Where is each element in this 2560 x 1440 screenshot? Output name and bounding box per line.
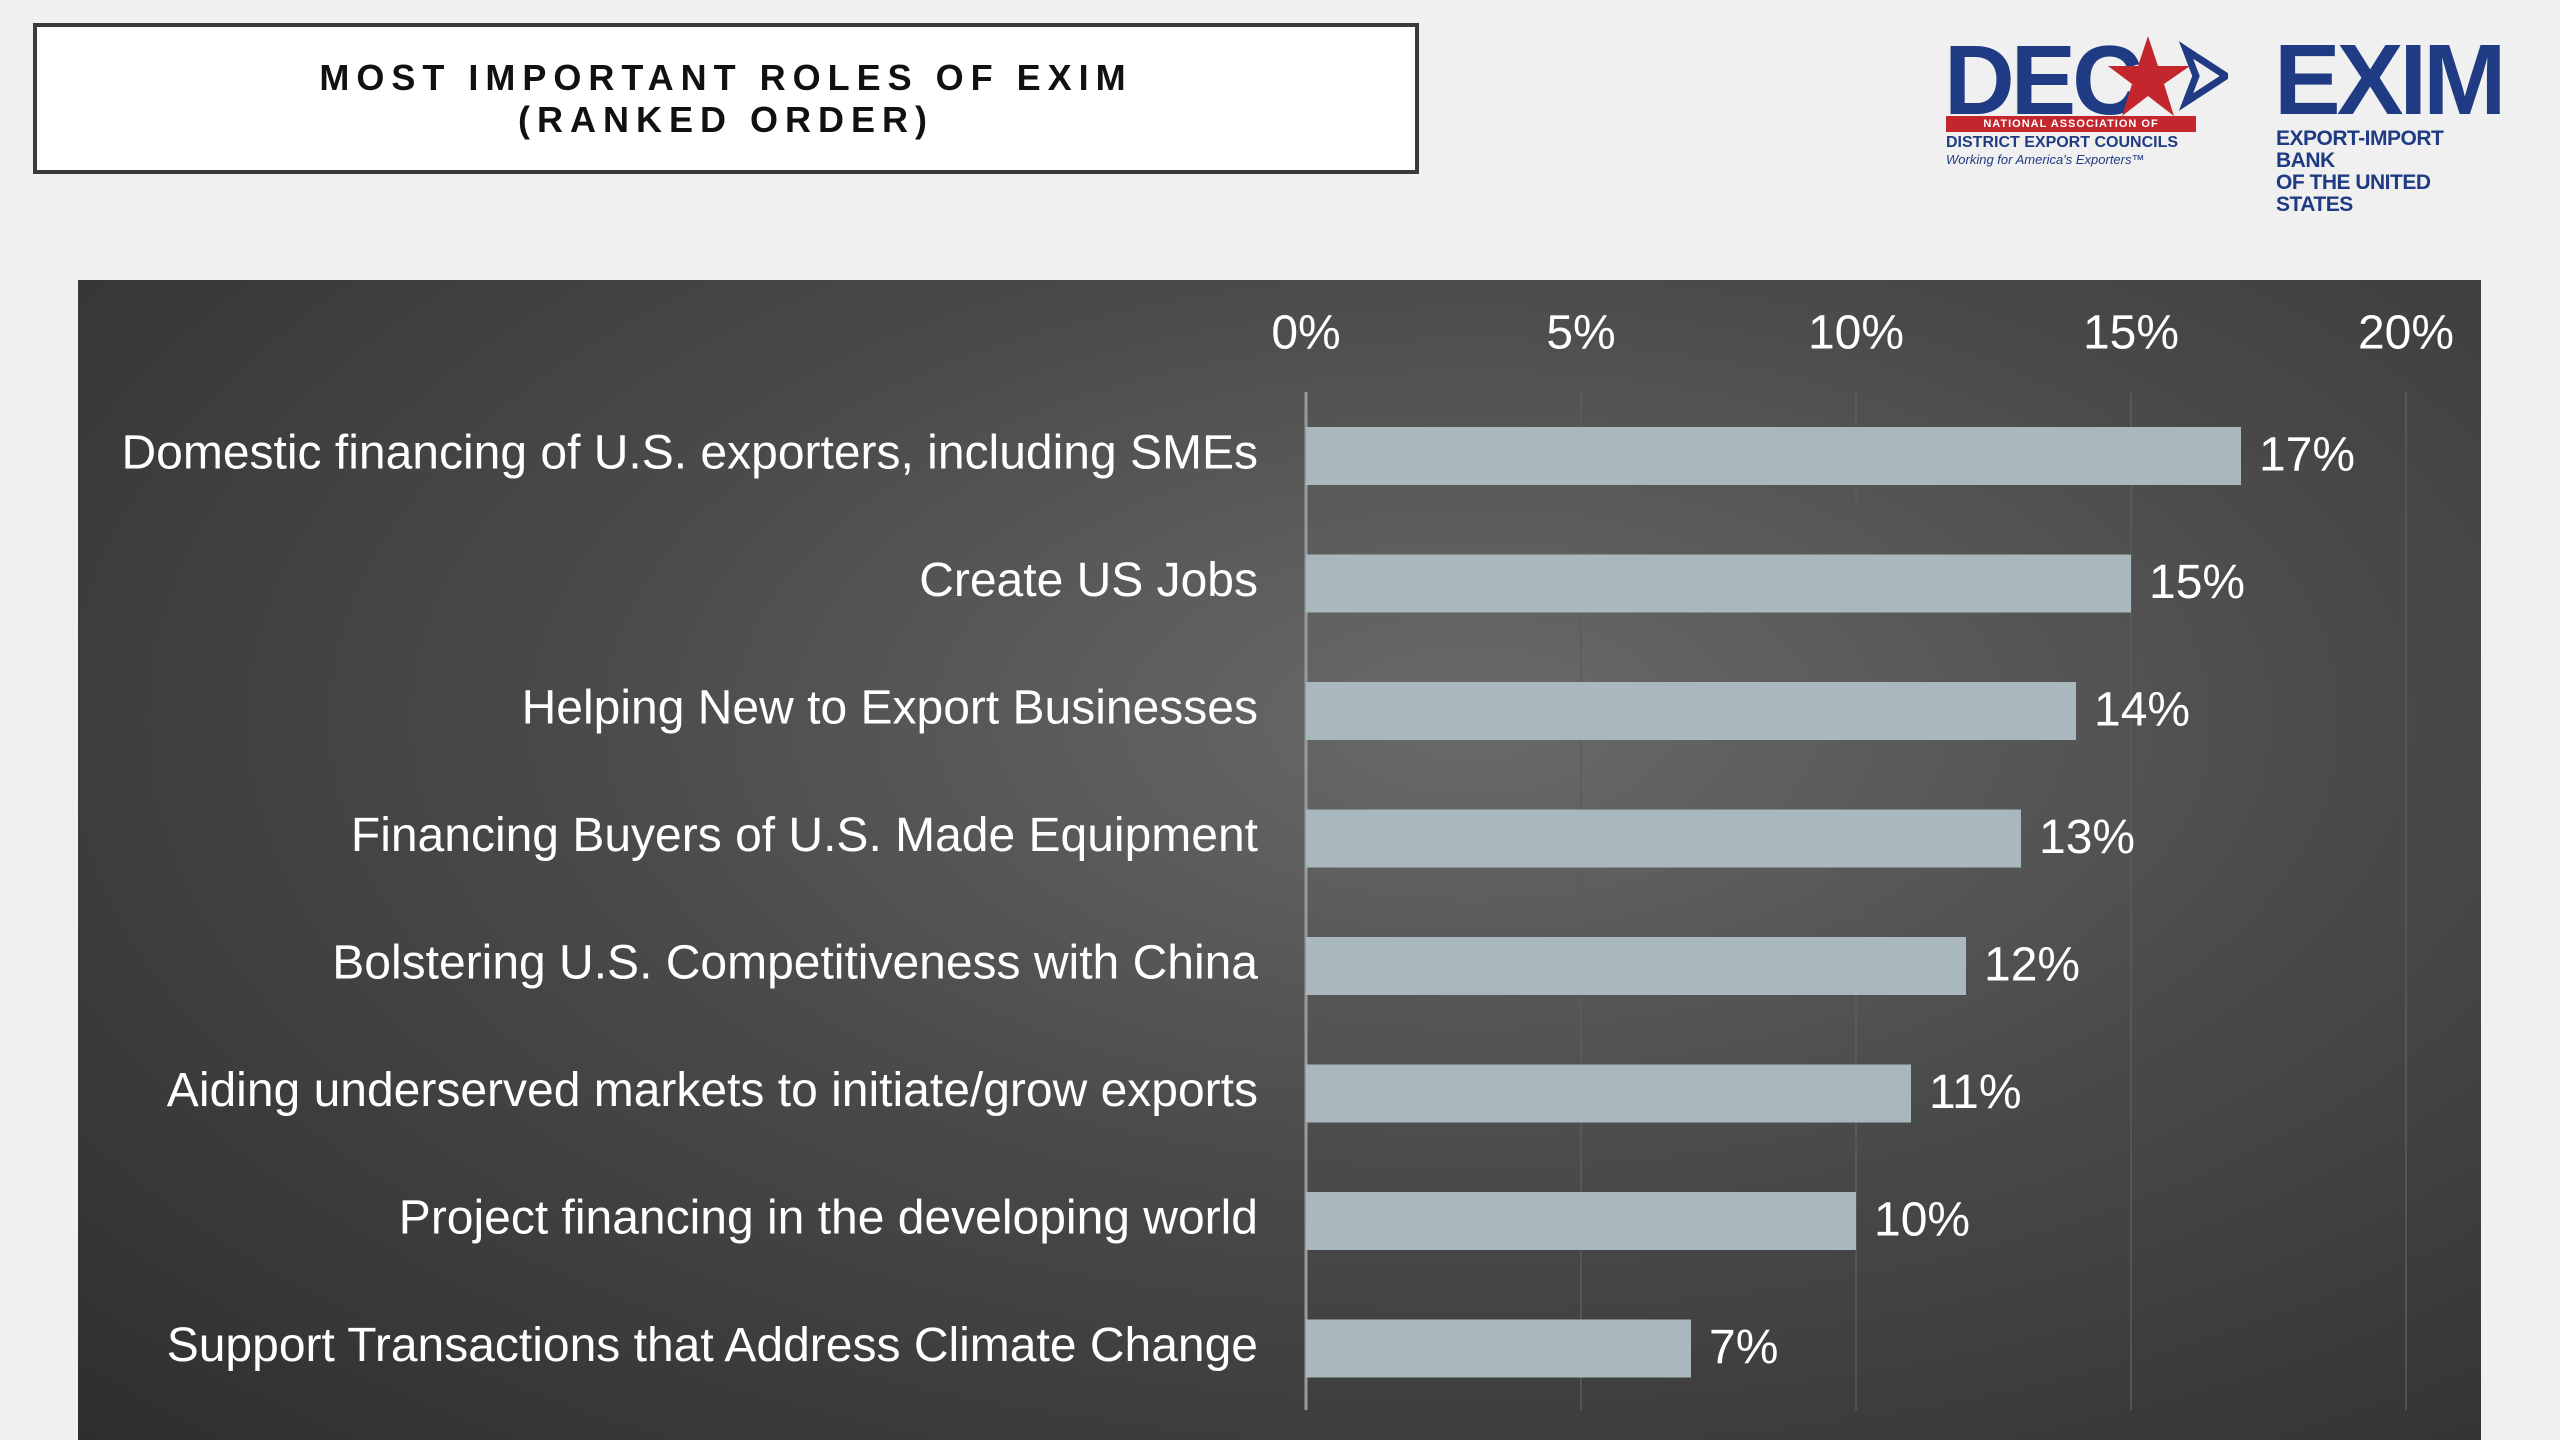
dec-logo-word: DEC <box>1944 25 2143 135</box>
star-arrow-icon <box>2108 36 2228 116</box>
exim-logo-subtitle: EXPORT-IMPORT BANK OF THE UNITED STATES <box>2276 128 2502 216</box>
category-label: Helping New to Export Businesses <box>522 682 1258 735</box>
bar-value-label: 7% <box>1709 1321 1778 1374</box>
bar-value-label: 12% <box>1984 939 2080 992</box>
bar <box>1306 809 2021 868</box>
bar <box>1306 1319 1691 1378</box>
bar-value-label: 14% <box>2094 684 2190 737</box>
exim-logo: EXIM EXPORT-IMPORT BANK OF THE UNITED ST… <box>2272 24 2506 216</box>
bar <box>1306 1192 1856 1250</box>
bar <box>1306 682 2076 740</box>
x-tick-label: 5% <box>1546 307 1615 360</box>
dec-logo: DEC NATIONAL ASSOCIATION OF DISTRICT EXP… <box>1940 28 2240 178</box>
category-label: Create US Jobs <box>919 554 1258 607</box>
exim-logo-line1: EXPORT-IMPORT BANK <box>2276 127 2444 172</box>
category-label: Financing Buyers of U.S. Made Equipment <box>351 809 1258 862</box>
x-tick-label: 20% <box>2358 307 2454 360</box>
dec-logo-line2: DISTRICT EXPORT COUNCILS <box>1946 134 2179 151</box>
category-label: Aiding underserved markets to initiate/g… <box>167 1064 1258 1117</box>
dec-logo-line3: Working for America's Exporters™ <box>1946 152 2145 167</box>
dec-logo-line1: NATIONAL ASSOCIATION OF <box>1946 116 2196 132</box>
bar <box>1306 427 2241 485</box>
x-tick-label: 0% <box>1271 307 1340 360</box>
chart-title-line1: MOST IMPORTANT ROLES OF EXIM <box>319 56 1133 98</box>
x-tick-label: 15% <box>2083 307 2179 360</box>
chart-title-line2: (RANKED ORDER) <box>518 98 934 140</box>
x-tick-label: 10% <box>1808 307 1904 360</box>
bar-value-label: 17% <box>2259 429 2355 482</box>
bar <box>1306 937 1966 995</box>
bar-value-label: 15% <box>2149 556 2245 609</box>
bar-value-label: 10% <box>1874 1194 1970 1247</box>
bar-value-label: 11% <box>1929 1066 2022 1119</box>
bar <box>1306 554 2131 613</box>
chart-title-box: MOST IMPORTANT ROLES OF EXIM (RANKED ORD… <box>33 23 1419 174</box>
chart-panel: 0% 5% 10% 15% 20% Domestic financing of U.S.… <box>78 280 2481 1440</box>
category-label: Bolstering U.S. Competitiveness with Chi… <box>332 937 1258 990</box>
bar-value-label: 13% <box>2039 811 2135 864</box>
category-label: Project financing in the developing worl… <box>399 1192 1258 1245</box>
exim-logo-word: EXIM <box>2274 24 2506 136</box>
bar <box>1306 1064 1911 1123</box>
bar-chart: 0% 5% 10% 15% 20% Domestic financing of U.S.… <box>122 307 2454 1410</box>
category-label: Support Transactions that Address Climat… <box>167 1319 1258 1372</box>
exim-logo-line2: OF THE UNITED STATES <box>2276 171 2431 216</box>
category-label: Domestic financing of U.S. exporters, in… <box>122 427 1258 480</box>
